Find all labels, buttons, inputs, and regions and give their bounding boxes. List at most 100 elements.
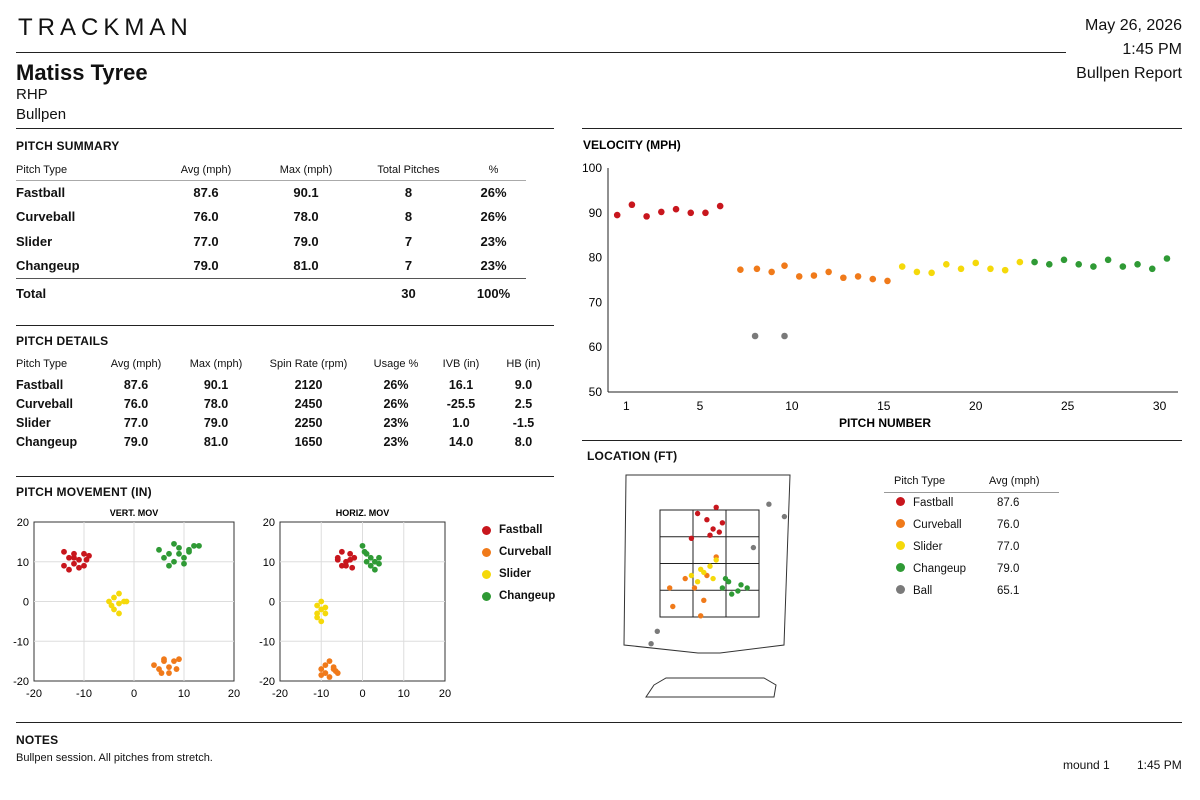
- movement-point: [347, 556, 354, 563]
- movement-point: [338, 562, 345, 569]
- movement-point: [61, 548, 67, 555]
- location-point: [710, 575, 716, 582]
- movement-point: [83, 556, 90, 563]
- total-label: Total: [16, 277, 156, 304]
- ball-dot-icon: [896, 585, 905, 594]
- table-row: Fastball 87.6 90.1 2120 26% 16.1 9.0: [16, 375, 556, 394]
- velocity-point: [957, 265, 965, 273]
- table-cell: Curveball: [16, 209, 76, 225]
- location-point: [701, 597, 707, 603]
- location-point: [713, 557, 719, 563]
- table-row: Changeup 79.0: [884, 558, 1059, 580]
- x-tick-label: -20: [272, 688, 288, 700]
- movement-point: [81, 550, 87, 557]
- column-header: IVB (in): [442, 358, 480, 370]
- column-header: Usage %: [373, 358, 419, 370]
- table-cell: 8: [404, 209, 413, 225]
- column-header: Avg (mph): [989, 474, 1040, 487]
- velocity-divider: [582, 128, 1182, 129]
- table-row: Ball 65.1: [884, 580, 1059, 602]
- table-row: Curveball 76.0: [884, 514, 1059, 536]
- report-type: Bullpen Report: [1076, 65, 1182, 82]
- location-point: [729, 591, 735, 597]
- movement-point: [326, 674, 333, 680]
- table-cell: 79.0: [293, 233, 319, 249]
- column-header: Spin Rate (rpm): [269, 358, 348, 370]
- location-table: Pitch Type Avg (mph) Fastball 87.6 Curveb…: [884, 470, 1059, 602]
- location-point: [719, 520, 726, 526]
- y-tick-label: -10: [259, 636, 275, 648]
- velocity-point: [781, 262, 788, 269]
- velocity-point: [869, 275, 877, 283]
- table-cell: -1.5: [512, 415, 535, 430]
- table-cell: 2450: [294, 396, 323, 411]
- column-header: Pitch Type: [16, 163, 68, 176]
- table-cell: 2120: [294, 377, 323, 392]
- velocity-point: [884, 277, 891, 285]
- vertical-movement-chart: VERT. MOV 20 10 0 -10 -20-20 -10 0 10 20: [13, 508, 240, 700]
- movement-point: [318, 666, 325, 672]
- x-tick-label: 10: [785, 399, 799, 413]
- movement-point: [181, 554, 187, 561]
- table-cell: 26%: [383, 377, 409, 392]
- velocity-point: [628, 201, 636, 209]
- location-point: [701, 569, 707, 576]
- movement-point: [371, 566, 378, 573]
- velocity-point: [810, 272, 818, 279]
- table-cell: Slider: [16, 233, 53, 249]
- movement-point: [314, 614, 321, 621]
- y-tick-label: 20: [17, 517, 29, 529]
- velocity-point: [943, 261, 950, 268]
- footer-mound: mound 1: [1063, 758, 1110, 772]
- movement-point: [81, 562, 87, 569]
- table-cell: 7: [404, 258, 413, 273]
- movement-chart-title: HORIZ. MOV: [336, 508, 390, 518]
- location-point: [691, 585, 698, 591]
- location-point: [707, 532, 713, 538]
- y-tick-label: 10: [263, 557, 275, 569]
- table-cell: 76.0: [193, 209, 219, 225]
- y-tick-label: 60: [589, 340, 603, 354]
- player-session: Bullpen: [16, 106, 67, 123]
- table-cell: 79.0: [203, 415, 229, 430]
- column-header: Avg (mph): [180, 163, 232, 176]
- table-cell: 26%: [480, 185, 507, 200]
- location-point: [766, 501, 772, 507]
- y-tick-label: 70: [589, 295, 603, 309]
- legend-curveball: Curveball: [482, 541, 555, 563]
- y-tick-label: 100: [582, 161, 602, 175]
- movement-point: [151, 662, 157, 668]
- movement-point: [176, 544, 182, 551]
- location-point: [735, 588, 741, 594]
- movement-point: [76, 564, 82, 571]
- location-point: [719, 585, 726, 591]
- total-row: Total 30 100%: [16, 277, 526, 304]
- column-header: Pitch Type: [894, 474, 946, 487]
- table-cell: 78.0: [203, 396, 229, 411]
- location-point: [698, 613, 704, 619]
- velocity-point: [687, 209, 695, 217]
- movement-point: [322, 662, 329, 668]
- velocity-point: [716, 202, 724, 210]
- location-point: [704, 517, 710, 523]
- report-date: May 26, 2026: [1085, 17, 1182, 34]
- velocity-point: [768, 268, 775, 276]
- movement-point: [318, 618, 325, 625]
- table-cell: 16.1: [448, 377, 474, 392]
- total-pitches: 30: [356, 277, 461, 304]
- table-cell: 87.6: [123, 377, 149, 392]
- movement-point: [171, 558, 177, 565]
- table-cell: 1650: [294, 434, 323, 449]
- x-tick-label: 20: [439, 688, 451, 700]
- table-row: Slider 77.0: [884, 536, 1059, 558]
- slider-dot-icon: [896, 541, 905, 550]
- movement-point: [111, 594, 117, 601]
- column-header: Pitch Type: [16, 358, 68, 370]
- x-tick-label: -10: [313, 688, 329, 700]
- movement-point: [166, 562, 172, 569]
- legend-changeup: Changeup: [482, 585, 555, 607]
- movement-point: [186, 546, 192, 553]
- velocity-point: [1163, 255, 1171, 262]
- player-hand: RHP: [16, 86, 48, 103]
- table-cell: 23%: [480, 233, 507, 249]
